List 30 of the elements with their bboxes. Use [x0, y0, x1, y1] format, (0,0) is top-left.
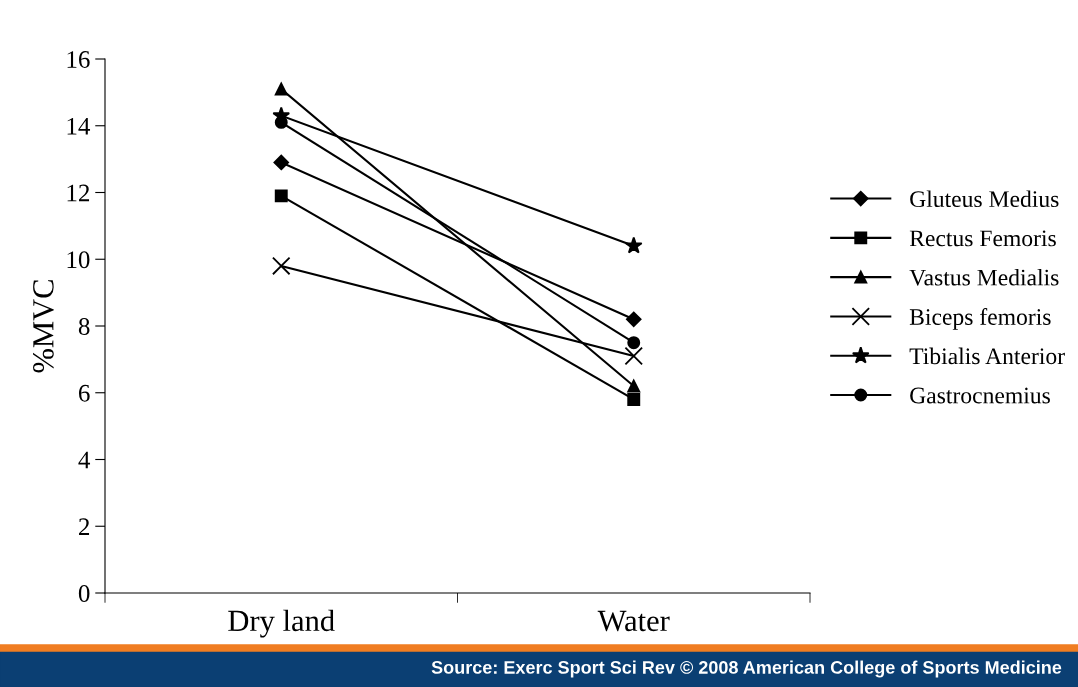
legend-label: Rectus Femoris	[909, 230, 1056, 247]
point	[624, 346, 643, 366]
legend-label: Biceps femoris	[909, 308, 1051, 330]
point	[272, 256, 291, 276]
y-tick-label: 8	[78, 318, 90, 335]
y-tick-label: 6	[78, 384, 90, 402]
source-note: Source: Exerc Sport Sci Rev © 2008 American College of Sports Medicine	[431, 660, 1062, 678]
point	[274, 189, 288, 203]
y-axis-title: %MVC	[33, 280, 54, 373]
legend-label: Gluteus Medius	[910, 190, 1059, 208]
point	[627, 392, 641, 406]
x-tick-label: Water	[597, 610, 670, 632]
y-tick-label: 12	[67, 184, 90, 202]
y-tick-label: 16	[67, 51, 90, 68]
point	[627, 379, 641, 393]
y-tick-label: 4	[78, 451, 91, 469]
legend-label: Vastus Medialis	[909, 268, 1059, 286]
y-tick-label: 0	[78, 585, 90, 602]
point	[273, 154, 290, 171]
legend-label: Gastrocnemius	[910, 387, 1050, 404]
x-tick-label: Dry land	[228, 609, 335, 638]
point	[274, 82, 288, 96]
point	[625, 311, 642, 328]
legend-label: Tibialis Anterior	[909, 347, 1065, 365]
point	[274, 115, 288, 129]
y-tick-label: 2	[79, 518, 90, 535]
y-tick-label: 10	[67, 251, 90, 269]
point	[624, 236, 643, 254]
y-tick-label: 14	[67, 117, 91, 135]
point	[627, 336, 641, 350]
